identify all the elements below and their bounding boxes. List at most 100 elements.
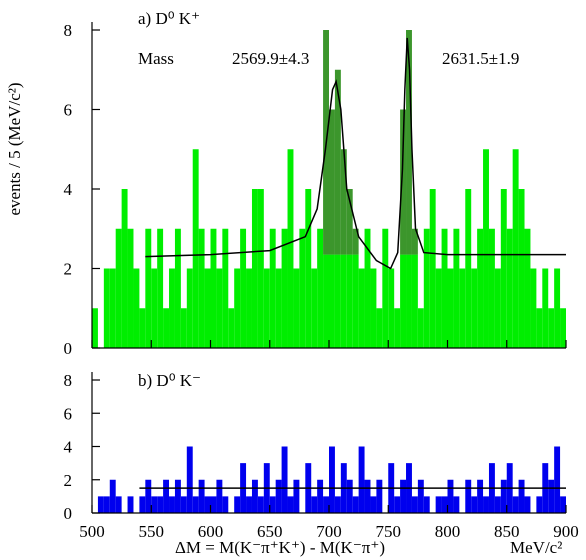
bar (198, 479, 205, 513)
bar (186, 446, 193, 513)
bar (494, 496, 501, 513)
bar (334, 254, 341, 348)
annotation: Mass (138, 49, 174, 68)
bar (180, 496, 187, 513)
bar (311, 268, 318, 348)
bar (92, 308, 98, 348)
bar (512, 149, 519, 348)
bar (536, 308, 543, 348)
bar (494, 268, 501, 348)
bar (145, 228, 152, 348)
bar (524, 496, 531, 513)
bar (500, 189, 507, 348)
x-tick-label: 850 (494, 522, 520, 541)
bar (417, 308, 424, 348)
bar (530, 268, 537, 348)
bar (334, 496, 341, 513)
bar (329, 446, 335, 513)
bar (216, 268, 223, 348)
bar (204, 268, 211, 348)
bar (406, 254, 412, 348)
bar (358, 446, 365, 513)
bar (554, 268, 561, 348)
bar (488, 228, 495, 348)
bar (465, 479, 472, 513)
annotation: 2569.9±4.3 (232, 49, 309, 68)
signal-bar (400, 109, 407, 255)
bar (388, 268, 395, 348)
bar (251, 479, 258, 513)
y-tick-label: 2 (64, 471, 73, 490)
y-tick-label: 0 (64, 504, 73, 523)
bar (506, 228, 513, 348)
x-tick-label: 800 (435, 522, 461, 541)
bar (139, 308, 146, 348)
bar (548, 308, 555, 348)
x-tick-label: 550 (139, 522, 165, 541)
bar (524, 228, 531, 348)
bar (483, 496, 489, 513)
bar (518, 189, 525, 348)
bar (269, 228, 276, 348)
bar (400, 254, 407, 348)
bar (512, 496, 519, 513)
bar (281, 228, 288, 348)
bar (364, 479, 371, 513)
bar (163, 479, 170, 513)
bar (246, 496, 252, 513)
bar (364, 228, 371, 348)
bar (417, 479, 424, 513)
bar (471, 496, 478, 513)
bar (554, 446, 561, 513)
bar (198, 228, 205, 348)
bar (257, 189, 264, 348)
y-tick-label: 6 (64, 404, 73, 423)
bar (192, 149, 199, 348)
y-tick-label: 8 (64, 371, 73, 390)
x-tick-label: 750 (376, 522, 402, 541)
bar (275, 268, 282, 348)
bar (234, 268, 241, 348)
bar (115, 228, 122, 348)
bar (411, 254, 418, 348)
bar (186, 268, 193, 348)
bar (281, 446, 288, 513)
bar (257, 496, 264, 513)
y-tick-label: 8 (64, 21, 73, 40)
bar (169, 268, 175, 348)
bar (293, 268, 300, 348)
bar (204, 496, 211, 513)
bar (453, 228, 460, 348)
panel-label: b) D⁰ K⁻ (138, 371, 201, 390)
bar (299, 228, 306, 348)
bar (251, 189, 258, 348)
bar (447, 268, 454, 348)
bar (429, 189, 436, 348)
signal-bar (411, 228, 418, 255)
bar (423, 228, 430, 348)
bar (370, 496, 377, 513)
bar (275, 479, 282, 513)
bar (157, 496, 164, 513)
bar (210, 496, 217, 513)
bar (536, 496, 543, 513)
bar (103, 268, 110, 348)
bar (133, 268, 140, 348)
bar (163, 308, 170, 348)
y-tick-label: 6 (64, 101, 73, 120)
bar (346, 479, 353, 513)
bar (234, 496, 241, 513)
bar (453, 496, 460, 513)
bar (109, 268, 116, 348)
x-axis-unit: MeV/c² (510, 538, 562, 557)
bar (352, 496, 359, 513)
bar (293, 479, 300, 513)
fit-curve (145, 37, 566, 270)
bar (228, 308, 235, 348)
signal-bar (334, 69, 341, 255)
x-tick-label: 650 (257, 522, 283, 541)
bar (323, 254, 329, 348)
bar (423, 496, 430, 513)
